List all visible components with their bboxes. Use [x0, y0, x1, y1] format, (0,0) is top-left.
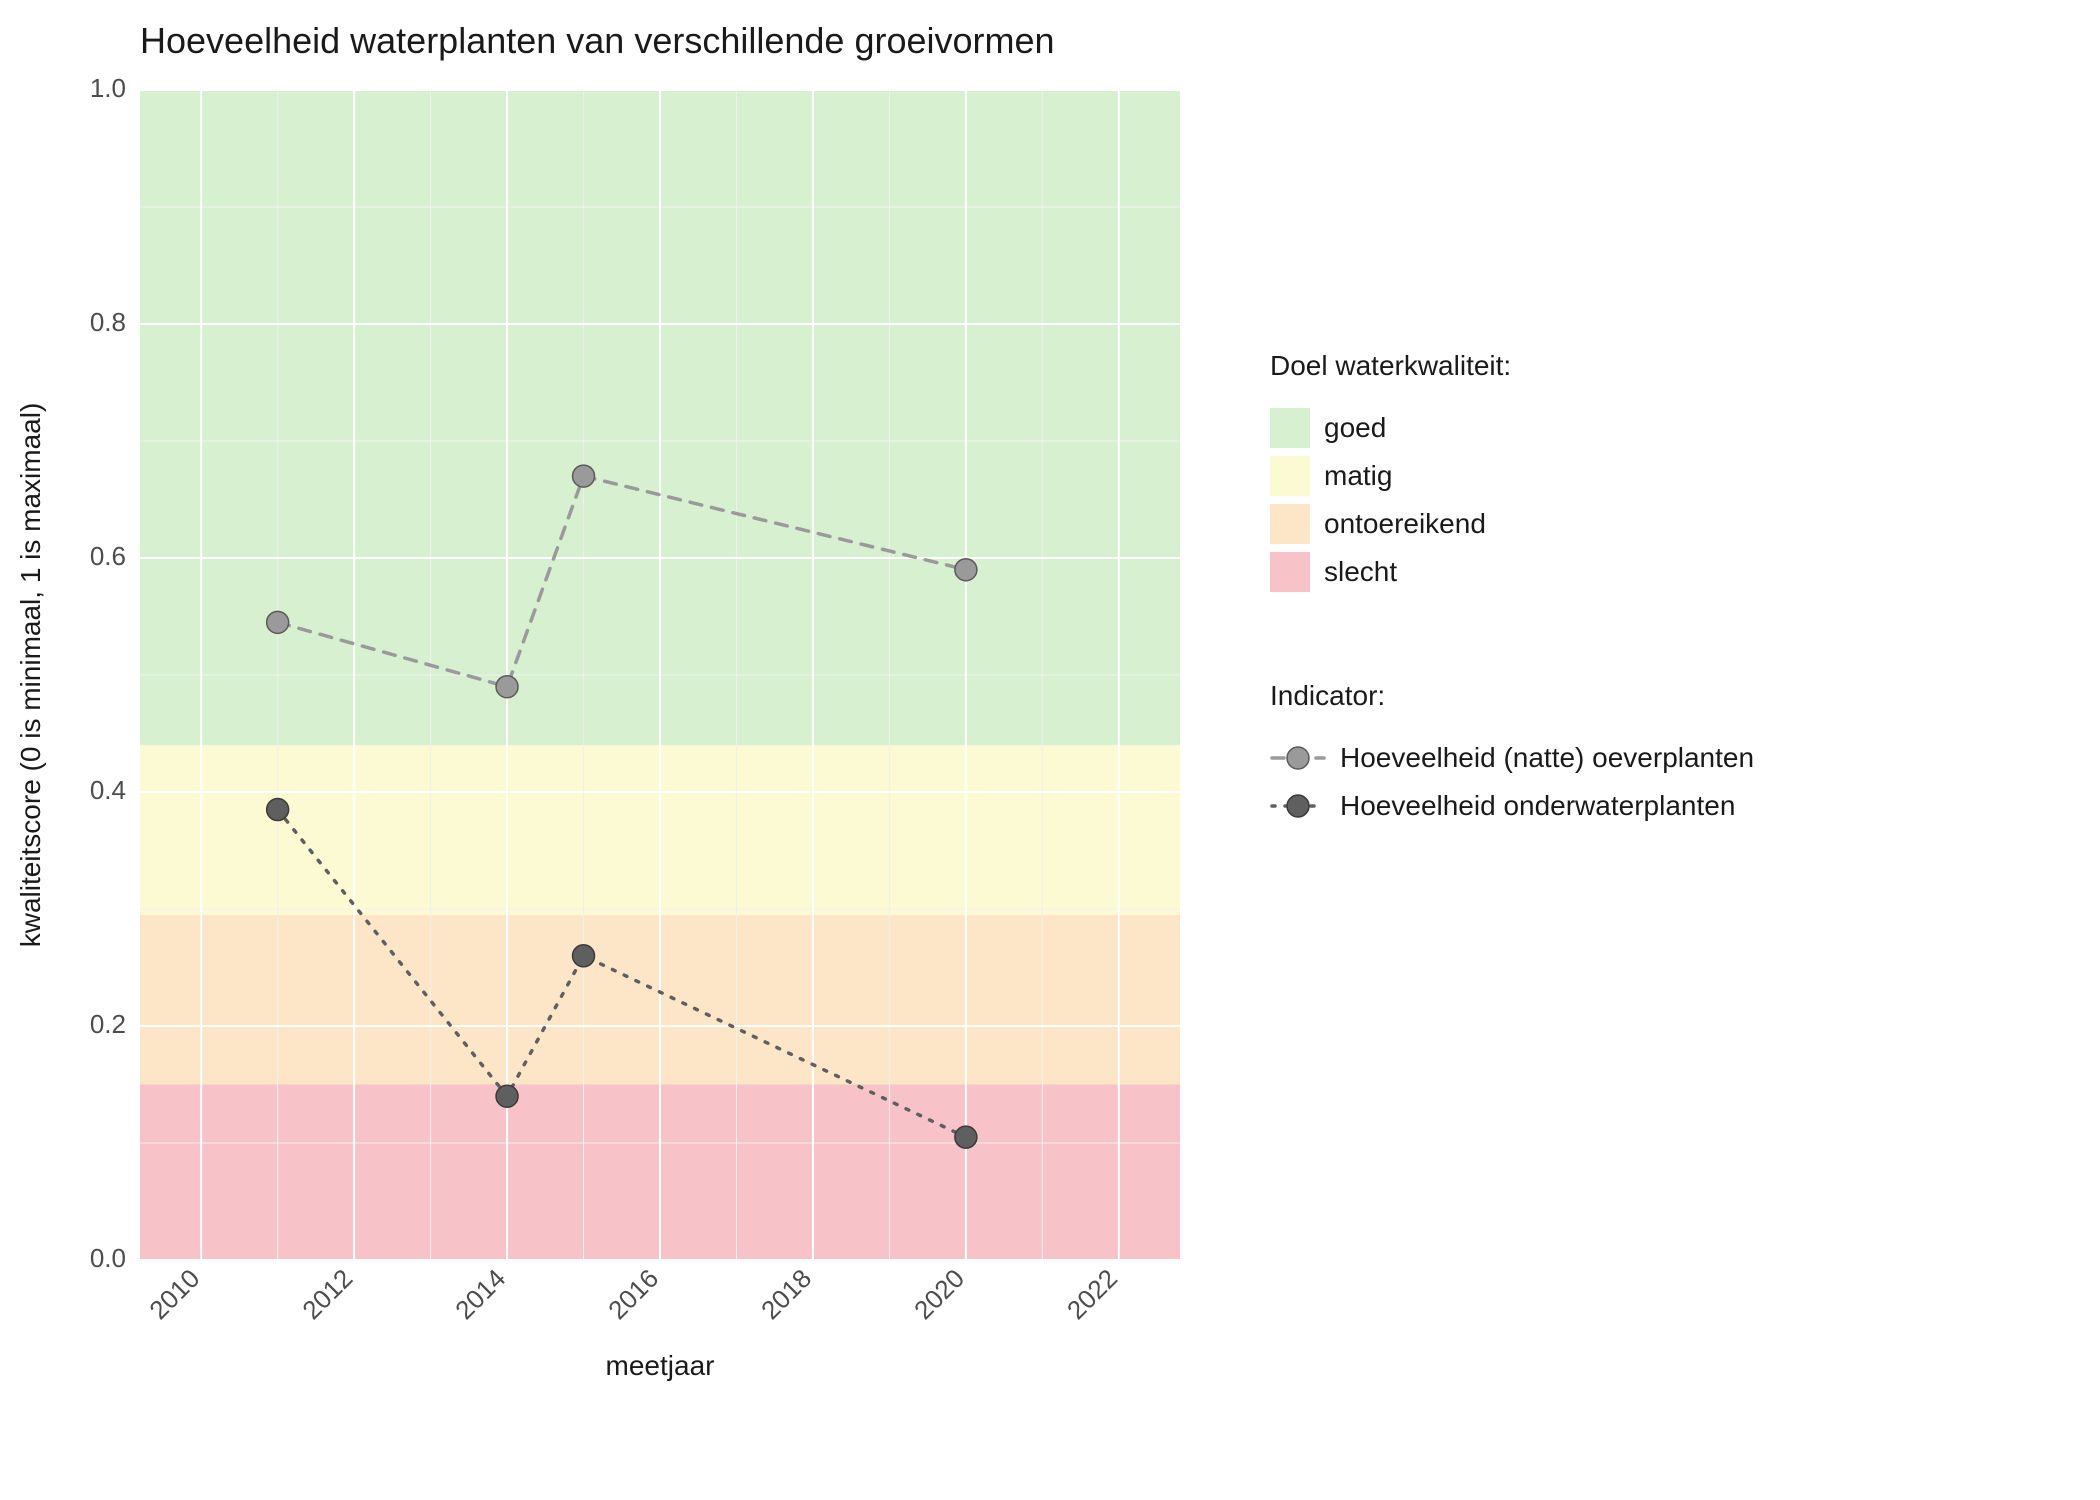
y-tick-label: 0.2	[90, 1009, 126, 1039]
x-axis-label: meetjaar	[606, 1350, 715, 1381]
legend-swatch-slecht	[1270, 552, 1310, 592]
x-tick-label: 2014	[449, 1263, 511, 1325]
y-tick-label: 1.0	[90, 73, 126, 103]
legend-band-label: matig	[1324, 460, 1392, 492]
legend-band-label: goed	[1324, 412, 1386, 444]
legend-bands-title: Doel waterkwaliteit:	[1270, 350, 1511, 382]
legend-swatch-matig	[1270, 456, 1310, 496]
y-tick-label: 0.4	[90, 775, 126, 805]
series-point-onderwater-1	[496, 1085, 518, 1107]
x-tick-label: 2022	[1061, 1263, 1123, 1325]
legend-band-item-ontoereikend: ontoereikend	[1270, 504, 1486, 544]
chart-container: Hoeveelheid waterplanten van verschillen…	[0, 0, 2100, 1500]
x-tick-label: 2018	[755, 1263, 817, 1325]
legend-series-swatch-oever	[1270, 738, 1326, 778]
series-point-oever-3	[955, 559, 977, 581]
series-point-oever-0	[267, 611, 289, 633]
y-tick-label: 0.0	[90, 1243, 126, 1273]
series-point-onderwater-3	[955, 1126, 977, 1148]
series-point-oever-2	[573, 465, 595, 487]
legend-swatch-goed	[1270, 408, 1310, 448]
chart-plot: 0.0 0.2 0.4 0.6 0.8 1.0 2010 2012 2014 2016 2018 20…	[0, 0, 2100, 1500]
legend-band-label: slecht	[1324, 556, 1397, 588]
legend-band-item-slecht: slecht	[1270, 552, 1486, 592]
x-tick-label: 2010	[143, 1263, 205, 1325]
legend-swatch-ontoereikend	[1270, 504, 1310, 544]
series-point-onderwater-0	[267, 799, 289, 821]
legend-series-swatch-onderwater	[1270, 786, 1326, 826]
y-tick-label: 0.8	[90, 307, 126, 337]
legend-band-item-matig: matig	[1270, 456, 1486, 496]
legend-band-label: ontoereikend	[1324, 508, 1486, 540]
x-tick-label: 2012	[296, 1263, 358, 1325]
legend-series: Hoeveelheid (natte) oeverplanten Hoeveelh…	[1270, 730, 1754, 834]
series-point-onderwater-2	[573, 945, 595, 967]
x-tick-label: 2016	[602, 1263, 664, 1325]
legend-series-title: Indicator:	[1270, 680, 1385, 712]
y-axis-label: kwaliteitscore (0 is minimaal, 1 is maxi…	[15, 403, 46, 948]
legend-series-item-onderwater: Hoeveelheid onderwaterplanten	[1270, 786, 1754, 826]
x-tick-label: 2020	[908, 1263, 970, 1325]
legend-series-label: Hoeveelheid onderwaterplanten	[1340, 790, 1735, 822]
series-point-oever-1	[496, 676, 518, 698]
legend-band-item-goed: goed	[1270, 408, 1486, 448]
legend-series-label: Hoeveelheid (natte) oeverplanten	[1340, 742, 1754, 774]
y-tick-label: 0.6	[90, 541, 126, 571]
legend-bands: goed matig ontoereikend slecht	[1270, 400, 1486, 600]
legend-series-item-oever: Hoeveelheid (natte) oeverplanten	[1270, 738, 1754, 778]
